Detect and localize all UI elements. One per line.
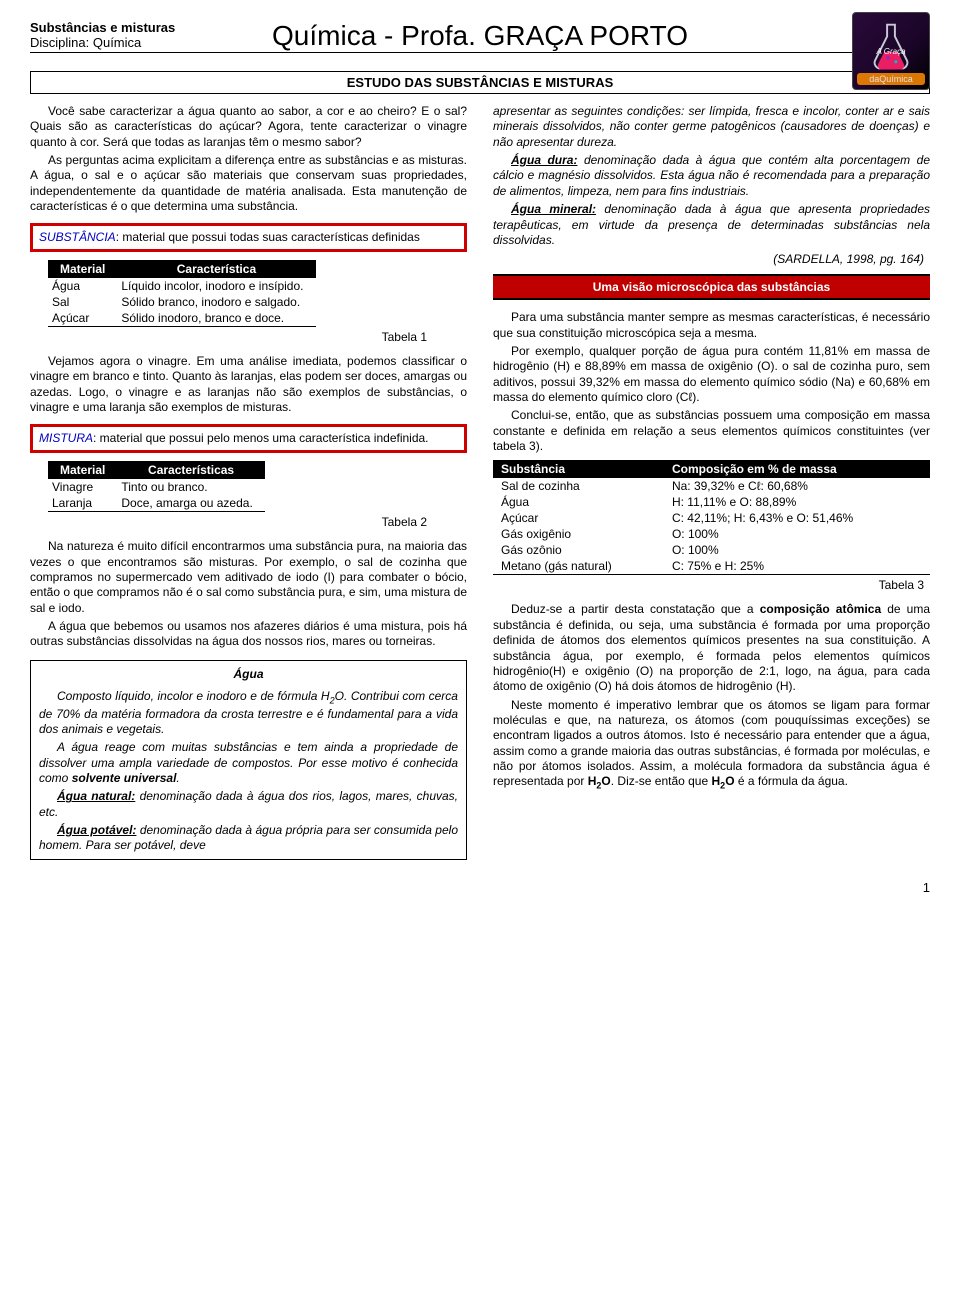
table-1: Material Característica ÁguaLíquido inco… [48,260,316,327]
table1-label: Tabela 1 [30,330,427,344]
table-3: Substância Composição em % de massa Sal … [493,460,930,575]
t2-r0c1: Tinto ou branco. [117,479,264,495]
water-potavel: Água potável: denominação dada à água pr… [39,823,458,854]
water-box: Água Composto líquido, incolor e inodoro… [30,660,467,860]
t3-r4c0: Gás ozônio [493,542,664,558]
def-mist-text: : material que possui pelo menos uma car… [93,431,429,445]
header-rule: Substâncias e misturas Disciplina: Quími… [30,20,930,53]
section-title: ESTUDO DAS SUBSTÂNCIAS E MISTURAS [30,71,930,94]
table3-label: Tabela 3 [493,578,924,592]
deduz-p: Deduz-se a partir desta constatação que … [493,602,930,694]
logo-script: A Graça [853,47,929,56]
header-left-block: Substâncias e misturas Disciplina: Quími… [30,20,175,50]
final-p: Neste momento é imperativo lembrar que o… [493,698,930,793]
water-natural: Água natural: denominação dada à água do… [39,789,458,820]
table-2: Material Características VinagreTinto ou… [48,461,265,512]
t1-r2c0: Açúcar [48,310,117,327]
after-t2-p2: A água que bebemos ou usamos nos afazere… [30,619,467,650]
content-columns: Você sabe caracterizar a água quanto ao … [30,104,930,860]
page-header: Substâncias e misturas Disciplina: Quími… [30,20,930,53]
t3-r2c1: C: 42,11%; H: 6,43% e O: 51,46% [664,510,930,526]
agua-mineral: Água mineral: denominação dada à água qu… [493,202,930,248]
citation: (SARDELLA, 1998, pg. 164) [493,252,924,266]
t3-h2: Composição em % de massa [664,460,930,478]
after-t2-p1: Na natureza é muito difícil encontrarmos… [30,539,467,616]
t3-r3c1: O: 100% [664,526,930,542]
t3-r2c0: Açúcar [493,510,664,526]
water-title: Água [39,667,458,681]
logo-brand: daQuímica [857,73,925,85]
micro-p1: Para uma substância manter sempre as mes… [493,310,930,341]
def-mist-term: MISTURA [39,431,93,445]
t2-h1: Material [48,461,117,479]
t3-r1c1: H: 11,11% e O: 88,89% [664,494,930,510]
mid-text: Vejamos agora o vinagre. Em uma análise … [30,354,467,415]
micro-p3: Conclui-se, então, que as substâncias po… [493,408,930,454]
t2-h2: Características [117,461,264,479]
t1-r0c1: Líquido incolor, inodoro e insípido. [117,278,315,294]
agua-dura: Água dura: denominação dada à água que c… [493,153,930,199]
t3-r5c0: Metano (gás natural) [493,558,664,575]
t2-r0c0: Vinagre [48,479,117,495]
t3-r3c0: Gás oxigênio [493,526,664,542]
t2-r1c1: Doce, amarga ou azeda. [117,495,264,512]
definition-substancia: SUBSTÂNCIA: material que possui todas su… [30,223,467,253]
intro-p1: Você sabe caracterizar a água quanto ao … [30,104,467,150]
def-term: SUBSTÂNCIA [39,230,116,244]
logo-badge: A Graça daQuímica [852,12,930,90]
def-text: : material que possui todas suas caracte… [116,230,420,244]
t1-h1: Material [48,260,117,278]
right-column: apresentar as seguintes condições: ser l… [493,104,930,860]
t1-r1c1: Sólido branco, inodoro e salgado. [117,294,315,310]
intro-p2: As perguntas acima explicitam a diferenç… [30,153,467,214]
t3-r5c1: C: 75% e H: 25% [664,558,930,575]
micro-p2: Por exemplo, qualquer porção de água pur… [493,344,930,405]
t3-r0c1: Na: 39,32% e Cℓ: 60,68% [664,478,930,494]
table2-label: Tabela 2 [30,515,427,529]
header-topic: Substâncias e misturas [30,20,175,35]
t3-r1c0: Água [493,494,664,510]
t1-r1c0: Sal [48,294,117,310]
water-p1: Composto líquido, incolor e inodoro e de… [39,689,458,738]
header-discipline: Disciplina: Química [30,35,175,50]
t3-h1: Substância [493,460,664,478]
page-number: 1 [30,880,930,895]
t2-r1c0: Laranja [48,495,117,512]
right-cont-p1: apresentar as seguintes condições: ser l… [493,104,930,150]
left-column: Você sabe caracterizar a água quanto ao … [30,104,467,860]
header-title: Química - Profa. GRAÇA PORTO [272,20,688,52]
t1-r0c0: Água [48,278,117,294]
t3-r0c0: Sal de cozinha [493,478,664,494]
water-p2: A água reage com muitas substâncias e te… [39,740,458,786]
highlight-title: Uma visão microscópica das substâncias [493,274,930,300]
definition-mistura: MISTURA: material que possui pelo menos … [30,424,467,454]
t1-h2: Característica [117,260,315,278]
t3-r4c1: O: 100% [664,542,930,558]
t1-r2c1: Sólido inodoro, branco e doce. [117,310,315,327]
